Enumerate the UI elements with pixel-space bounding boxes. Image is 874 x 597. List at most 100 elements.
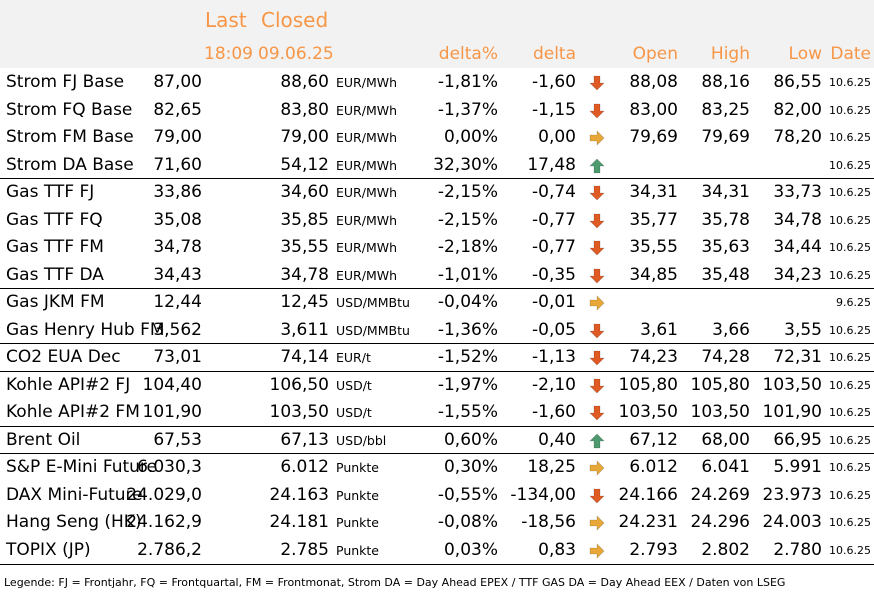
delta-pct-value: -2,18% [437,237,498,257]
arrow-down-icon [588,404,606,422]
arrow-down-icon [588,184,606,202]
header-open: Open [632,44,678,64]
table-row: Gas TTF FQ 35,08 35,85 EUR/MWh -2,15% -0,77 35… [0,207,874,235]
high-value: 35,48 [701,264,750,285]
delta-pct-value: -0,04% [437,292,498,312]
unit: USD/MMBtu [336,295,410,310]
delta-pct-value: -1,97% [437,374,498,395]
high-value: 83,25 [701,99,750,120]
header-closed: Closed [261,8,329,32]
last-value: 87,00 [153,72,202,92]
group-separator [0,453,874,454]
open-value: 67,12 [629,429,678,450]
table-row: Hang Seng (HK) 24.162,9 24.181 Punkte -0,08%… [0,509,874,537]
closed-value: 3,611 [280,319,329,340]
delta-pct-value: -0,08% [437,512,498,532]
delta-value: -1,60 [532,402,576,422]
instrument-name: Kohle API#2 FJ [6,374,131,395]
table-row: Kohle API#2 FM 101,90 103,50 USD/t -1,55% -1,… [0,399,874,427]
closed-value: 83,80 [280,99,329,120]
delta-value: -0,35 [532,264,576,285]
delta-value: 0,40 [538,429,576,450]
header-high: High [710,44,750,64]
low-value: 2.780 [773,539,822,560]
high-value: 88,16 [701,72,750,92]
date-value: 10.6.25 [829,516,871,529]
date-value: 10.6.25 [829,158,871,172]
header-last-time: 18:09 [204,44,253,64]
high-value: 24.269 [690,484,750,505]
table-bottom-border [0,564,874,565]
instrument-name: Brent Oil [6,429,81,450]
open-value: 83,00 [629,99,678,120]
arrow-right-icon [588,542,606,560]
date-value: 10.6.25 [829,433,871,447]
open-value: 24.231 [618,512,678,532]
unit: USD/t [336,405,372,420]
last-value: 79,00 [153,127,202,147]
delta-value: -0,01 [532,292,576,312]
open-value: 103,50 [618,402,678,422]
last-value: 104,40 [142,374,202,395]
last-value: 35,08 [153,209,202,230]
unit: EUR/MWh [336,75,398,90]
delta-pct-value: -2,15% [437,209,498,230]
arrow-down-icon [588,212,606,230]
unit: EUR/t [336,350,371,365]
open-value: 6.012 [629,457,678,477]
open-value: 34,85 [629,264,678,285]
delta-value: -2,10 [532,374,576,395]
date-value: 10.6.25 [829,268,871,282]
arrow-right-icon [588,514,606,532]
group-separator [0,425,874,427]
unit: EUR/MWh [336,185,398,200]
open-value: 34,31 [629,182,678,202]
date-value: 10.6.25 [829,488,871,502]
last-value: 67,53 [153,429,202,450]
unit: EUR/MWh [336,130,398,145]
delta-pct-value: -1,01% [437,264,498,285]
date-value: 10.6.25 [829,351,871,364]
unit: USD/bbl [336,432,387,448]
date-value: 10.6.25 [829,103,871,117]
low-value: 78,20 [773,127,822,147]
closed-value: 12,45 [280,292,329,312]
open-value: 79,69 [629,127,678,147]
delta-value: -1,60 [532,72,576,92]
arrow-down-icon [588,102,606,120]
delta-pct-value: -1,52% [437,347,498,367]
instrument-name: Strom FQ Base [6,99,133,120]
last-value: 34,43 [153,264,202,285]
closed-value: 24.181 [269,512,329,532]
open-value: 35,77 [629,209,678,230]
last-value: 82,65 [153,99,202,120]
date-value: 9.6.25 [836,296,871,309]
arrow-right-icon [588,129,606,147]
instrument-name: Gas Henry Hub FM [6,319,165,340]
delta-pct-value: -2,15% [437,182,498,202]
delta-value: -0,77 [532,209,576,230]
group-separator [0,370,874,372]
unit: Punkte [336,460,379,475]
low-value: 72,31 [773,347,822,367]
delta-value: 0,00 [538,127,576,147]
delta-pct-value: 0,03% [443,539,498,560]
low-value: 34,23 [773,264,822,285]
delta-value: -0,74 [532,182,576,202]
low-value: 34,78 [773,209,822,230]
date-value: 10.6.25 [829,406,871,419]
unit: Punkte [336,515,379,530]
instrument-name: Kohle API#2 FM [6,402,140,422]
unit: EUR/MWh [336,240,398,255]
last-value: 6.030,3 [137,457,202,477]
closed-value: 35,85 [280,209,329,230]
closed-value: 2.785 [280,539,329,560]
instrument-name: Gas TTF FQ [6,209,103,230]
market-data-table: Last Closed 18:09 09.06.25 delta% delta … [0,0,874,565]
table-row: Kohle API#2 FJ 104,40 106,50 USD/t -1,97% -2,… [0,372,874,400]
low-value: 5.991 [773,457,822,477]
delta-value: 18,25 [527,457,576,477]
table-row: Gas JKM FM 12,44 12,45 USD/MMBtu -0,04% -0,01… [0,289,874,317]
table-row: Gas Henry Hub FM 3,562 3,611 USD/MMBtu -1,36… [0,317,874,345]
instrument-name: Strom FM Base [6,127,134,147]
